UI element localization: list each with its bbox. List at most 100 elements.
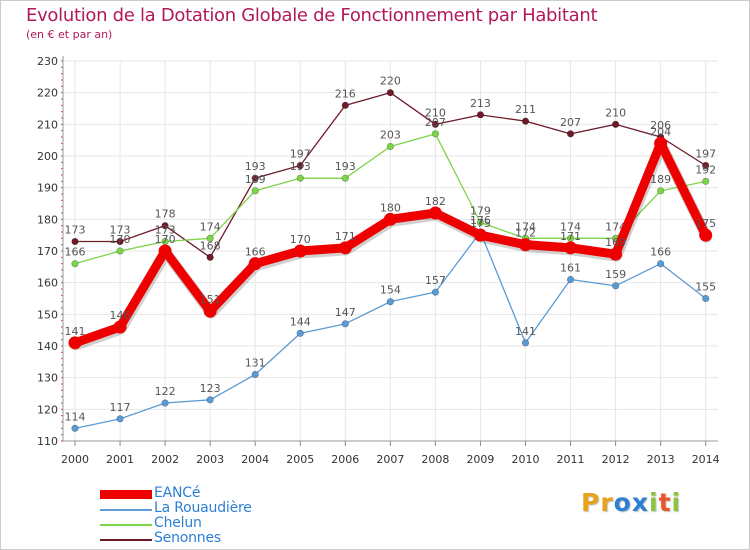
data-label-chelun: 193 xyxy=(290,160,311,173)
data-point-eanc- xyxy=(383,212,397,226)
data-point-eanc- xyxy=(564,241,578,255)
data-point-la-rouaudi-re xyxy=(431,288,440,296)
data-point-senonnes xyxy=(386,89,394,97)
data-label-eanc-: 146 xyxy=(110,309,131,322)
data-label-la-rouaudi-re: 157 xyxy=(425,274,446,287)
data-point-senonnes xyxy=(521,117,530,125)
x-tick-label: 2005 xyxy=(286,453,314,466)
data-label-senonnes: 193 xyxy=(245,160,266,173)
data-label-eanc-: 166 xyxy=(245,246,266,259)
chart-subtitle: (en € et par an) xyxy=(26,28,113,41)
y-tick-label: 180 xyxy=(37,213,58,226)
data-point-eanc- xyxy=(293,244,307,258)
data-point-la-rouaudi-re xyxy=(296,329,304,337)
data-point-senonnes xyxy=(161,222,169,230)
data-label-senonnes: 197 xyxy=(290,148,311,161)
data-point-senonnes xyxy=(702,161,710,170)
logo-letter: P xyxy=(581,488,601,517)
data-point-la-rouaudi-re xyxy=(657,260,665,268)
data-label-chelun: 179 xyxy=(470,205,491,218)
data-label-la-rouaudi-re: 176 xyxy=(470,214,491,227)
data-label-eanc-: 172 xyxy=(515,227,536,240)
data-point-chelun xyxy=(206,234,214,242)
y-tick-label: 130 xyxy=(37,372,58,385)
y-tick-label: 200 xyxy=(37,150,58,163)
data-label-la-rouaudi-re: 141 xyxy=(515,325,536,338)
y-tick-label: 110 xyxy=(37,435,58,448)
data-label-senonnes: 216 xyxy=(335,87,356,100)
data-label-senonnes: 210 xyxy=(425,106,446,119)
data-label-senonnes: 220 xyxy=(380,75,401,88)
legend-label: Senonnes xyxy=(154,530,221,546)
data-label-senonnes: 168 xyxy=(200,239,221,252)
data-label-eanc-: 182 xyxy=(425,195,446,208)
data-point-la-rouaudi-re xyxy=(251,370,259,379)
legend-swatch xyxy=(100,490,152,499)
data-point-senonnes xyxy=(566,130,575,138)
data-label-la-rouaudi-re: 147 xyxy=(335,306,356,319)
x-tick-label: 2011 xyxy=(557,453,585,466)
data-point-eanc- xyxy=(699,228,713,242)
data-label-chelun: 192 xyxy=(695,163,716,176)
x-tick-label: 2000 xyxy=(61,453,89,466)
data-point-senonnes xyxy=(206,253,214,261)
data-label-chelun: 170 xyxy=(110,233,131,246)
data-label-la-rouaudi-re: 166 xyxy=(650,246,671,259)
data-point-chelun xyxy=(702,177,710,185)
data-label-eanc-: 204 xyxy=(650,125,671,138)
data-point-eanc- xyxy=(203,304,217,318)
data-label-chelun: 203 xyxy=(380,129,401,142)
data-label-eanc-: 170 xyxy=(290,233,311,246)
data-point-la-rouaudi-re xyxy=(702,294,710,303)
logo-letter: i xyxy=(649,488,659,517)
data-label-la-rouaudi-re: 155 xyxy=(695,281,716,294)
data-label-senonnes: 206 xyxy=(650,119,671,132)
data-point-senonnes xyxy=(611,120,620,128)
y-tick-label: 120 xyxy=(37,403,58,416)
x-tick-label: 2008 xyxy=(421,453,449,466)
data-point-chelun xyxy=(341,174,349,182)
data-label-la-rouaudi-re: 154 xyxy=(380,284,401,297)
data-point-senonnes xyxy=(251,174,259,182)
x-tick-label: 2010 xyxy=(512,453,540,466)
legend-label: EANCé xyxy=(154,485,201,501)
data-label-chelun: 189 xyxy=(245,173,266,186)
logo-letter: o xyxy=(613,488,632,517)
data-label-eanc-: 141 xyxy=(65,325,86,338)
data-point-chelun xyxy=(476,218,485,227)
data-label-la-rouaudi-re: 159 xyxy=(605,268,626,281)
data-point-eanc- xyxy=(113,320,127,334)
legend-swatch xyxy=(100,523,152,526)
data-label-senonnes: 210 xyxy=(605,106,626,119)
proxiti-logo: Proxiti xyxy=(581,488,681,517)
data-label-eanc-: 170 xyxy=(155,233,176,246)
data-point-chelun xyxy=(386,142,394,151)
legend-swatch xyxy=(100,508,152,511)
data-point-eanc- xyxy=(248,257,262,271)
y-tick-label: 190 xyxy=(37,182,58,195)
y-tick-label: 170 xyxy=(37,245,58,258)
data-label-senonnes: 207 xyxy=(560,116,581,129)
data-point-senonnes xyxy=(341,101,349,109)
data-point-senonnes xyxy=(476,111,485,119)
data-point-eanc- xyxy=(338,241,352,255)
logo-letter: r xyxy=(600,488,614,517)
data-point-senonnes xyxy=(431,120,440,128)
data-point-senonnes xyxy=(116,237,124,246)
data-point-eanc- xyxy=(68,336,82,350)
y-tick-label: 220 xyxy=(37,87,58,100)
data-label-eanc-: 169 xyxy=(605,236,626,249)
data-label-eanc-: 175 xyxy=(695,217,716,230)
data-point-eanc- xyxy=(158,244,172,258)
data-point-eanc- xyxy=(609,247,623,261)
data-label-la-rouaudi-re: 122 xyxy=(155,385,176,398)
data-label-la-rouaudi-re: 131 xyxy=(245,357,266,370)
data-label-eanc-: 171 xyxy=(560,230,581,243)
x-tick-label: 2013 xyxy=(647,453,675,466)
x-tick-label: 2014 xyxy=(692,453,720,466)
data-point-eanc- xyxy=(473,228,487,242)
data-label-eanc-: 171 xyxy=(335,230,356,243)
data-point-chelun xyxy=(431,130,440,138)
data-label-la-rouaudi-re: 161 xyxy=(560,262,581,275)
data-label-chelun: 174 xyxy=(200,220,221,233)
